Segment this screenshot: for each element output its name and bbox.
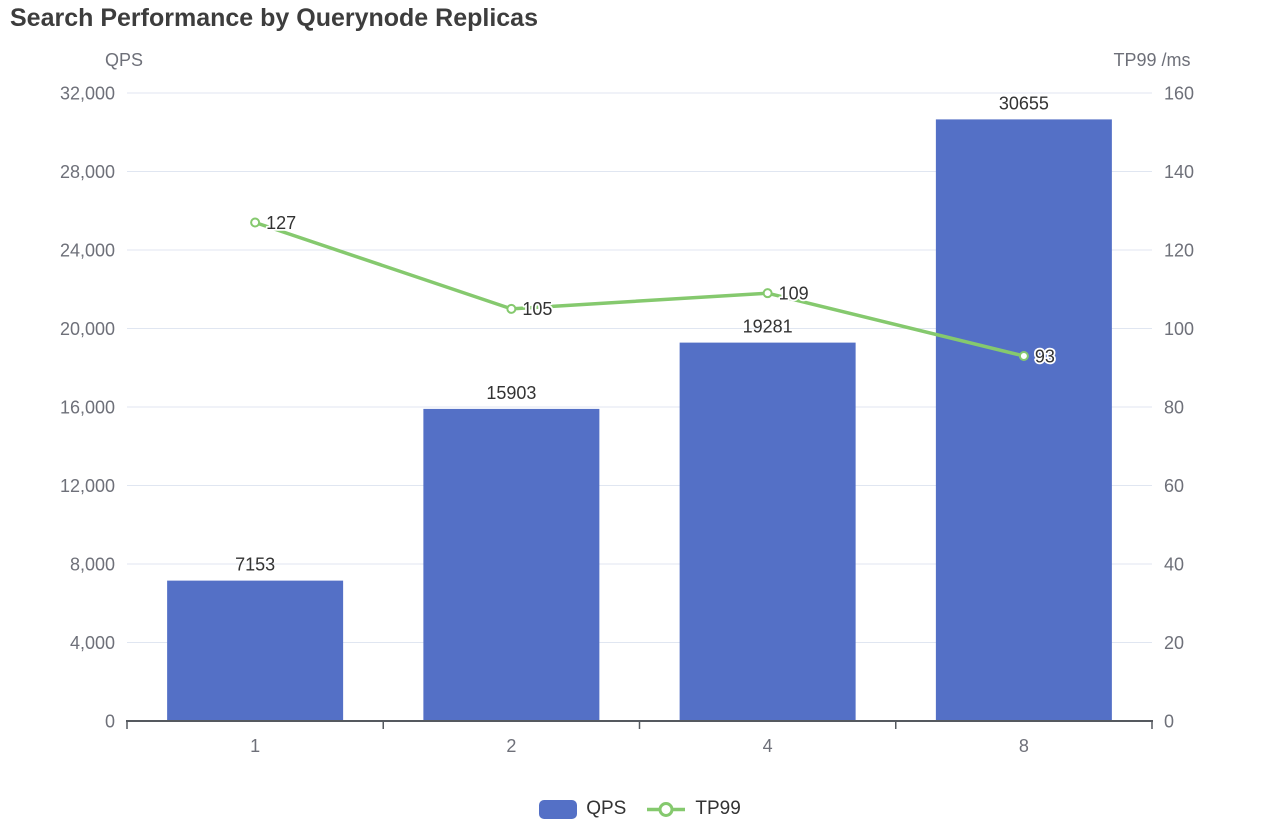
legend-item-qps[interactable]: QPS [539,798,626,820]
line-value-label: 93 [1035,346,1055,366]
left-axis-tick-label: 0 [105,711,115,731]
y-axis-left-labels: 0 4,000 8,000 12,000 16,000 20,000 24,000 28,00… [60,83,115,731]
right-axis-tick-label: 100 [1164,319,1194,339]
legend-label: TP99 [695,798,741,819]
bar-value-label: 19281 [743,317,793,337]
right-axis-tick-label: 0 [1164,711,1174,731]
left-axis-title: QPS [104,50,144,70]
tp99-line [253,220,1026,358]
right-axis-tick-label: 160 [1164,83,1194,103]
legend-line-marker-icon [647,801,686,817]
left-axis-tick-label: 28,000 [60,162,115,182]
x-axis-label-8: 8 [1019,736,1029,756]
y-axis-right-labels: 0 20 40 60 80 100 120 140 160 [1164,83,1194,731]
left-axis-tick-label: 24,000 [60,240,115,260]
right-axis-tick-label: 60 [1164,476,1184,496]
right-axis-tick-label: 80 [1164,397,1184,417]
legend-label: QPS [586,798,627,819]
x-axis: 1 2 4 8 [126,720,1153,756]
bar-value-label: 15903 [486,383,536,403]
x-axis-label-1: 1 [250,736,260,756]
chart-title: Search Performance by Querynode Replicas [10,4,538,32]
line-marker-replicas-1[interactable] [250,217,261,228]
left-axis-tick-label: 4,000 [70,633,115,653]
legend: QPS TP99 [0,798,1280,820]
x-axis-label-4: 4 [763,736,773,756]
bar-qps-replicas-2[interactable] [423,408,600,721]
line-series-tp99: 127 105 109 93 [250,211,1057,368]
bar-series-qps: 7153 15903 19281 30655 [167,93,1112,721]
line-value-label: 109 [779,283,809,303]
line-value-label: 105 [522,299,552,319]
line-marker-replicas-4[interactable] [762,288,773,299]
right-axis-tick-label: 120 [1164,240,1194,260]
left-axis-tick-label: 20,000 [60,319,115,339]
line-value-label: 127 [266,213,296,233]
legend-item-tp99[interactable]: TP99 [646,798,741,820]
left-axis-tick-label: 8,000 [70,554,115,574]
legend-bar-swatch-icon [539,799,578,819]
bar-qps-replicas-4[interactable] [679,342,856,721]
line-marker-replicas-2[interactable] [506,303,517,314]
right-axis-title: TP99 /ms [1113,50,1191,70]
right-axis-tick-label: 20 [1164,633,1184,653]
bar-value-label: 7153 [235,555,275,575]
left-axis-tick-label: 16,000 [60,397,115,417]
right-axis-tick-label: 40 [1164,554,1184,574]
bar-qps-replicas-1[interactable] [167,580,344,721]
line-marker-replicas-8[interactable] [1018,350,1029,361]
bar-value-label: 30655 [999,93,1049,113]
left-axis-tick-label: 12,000 [60,476,115,496]
right-axis-tick-label: 140 [1164,162,1194,182]
left-axis-tick-label: 32,000 [60,83,115,103]
x-axis-label-2: 2 [506,736,516,756]
bar-qps-replicas-8[interactable] [935,119,1112,721]
